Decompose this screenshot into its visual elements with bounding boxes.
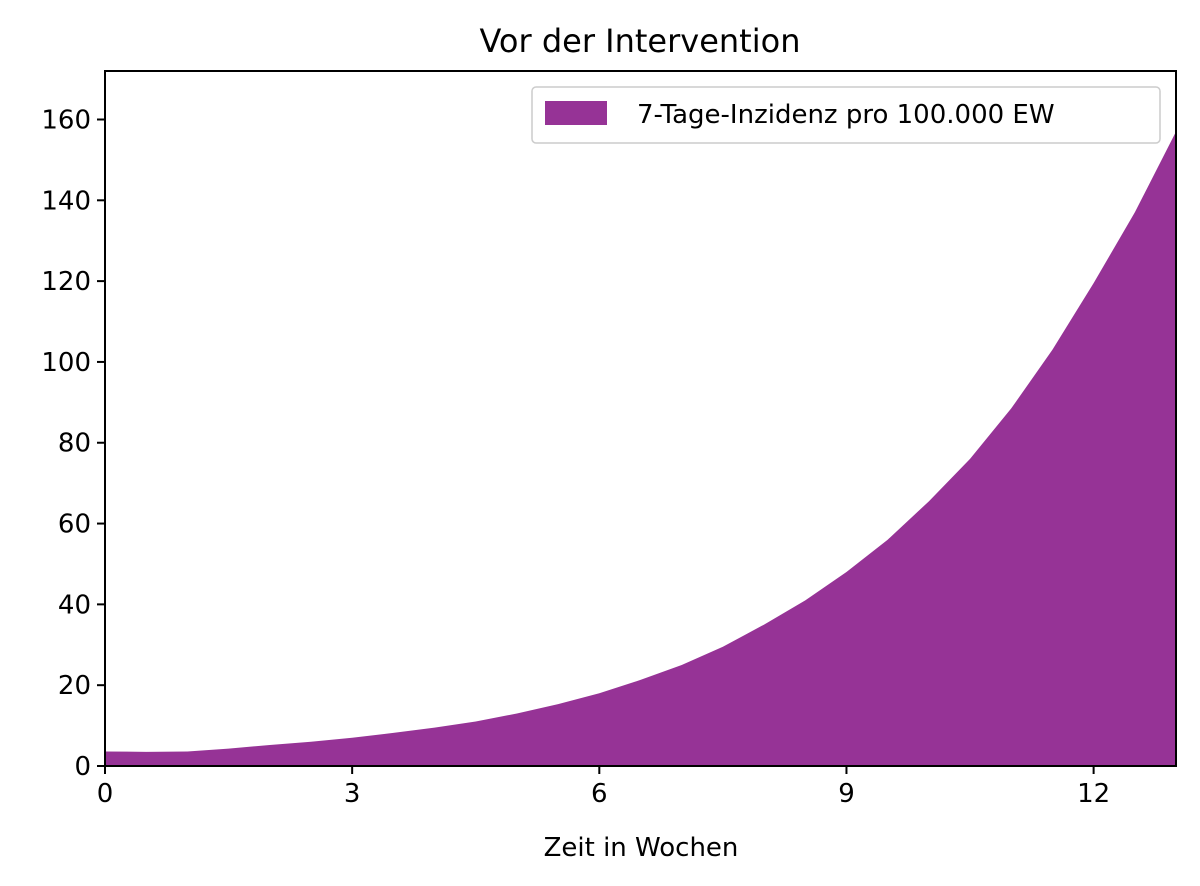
legend-box — [531, 86, 1161, 144]
legend: 7-Tage-Inzidenz pro 100.000 EW — [531, 86, 1161, 144]
y-tick-label: 80 — [58, 429, 91, 459]
area-series-0 — [105, 131, 1176, 766]
x-tick-label: 3 — [344, 779, 361, 809]
y-tick-label: 60 — [58, 510, 91, 540]
plot-frame — [104, 70, 1177, 767]
x-axis-label: Zeit in Wochen — [544, 833, 739, 863]
y-tick-label: 20 — [58, 671, 91, 701]
y-tick-label: 0 — [74, 752, 91, 782]
y-tick-label: 40 — [58, 590, 91, 620]
area-series-layer — [105, 131, 1176, 766]
x-tick-label: 9 — [838, 779, 855, 809]
y-tick-label: 100 — [41, 348, 91, 378]
x-tick-label: 6 — [591, 779, 608, 809]
y-tick-label: 120 — [41, 267, 91, 297]
chart-title: Vor der Intervention — [480, 22, 801, 60]
legend-label: 7-Tage-Inzidenz pro 100.000 EW — [637, 100, 1055, 130]
x-tick-label: 0 — [97, 779, 114, 809]
x-tick-label: 12 — [1077, 779, 1110, 809]
y-tick-label: 160 — [41, 105, 91, 135]
legend-swatch — [545, 101, 607, 125]
y-tick-label: 140 — [41, 186, 91, 216]
